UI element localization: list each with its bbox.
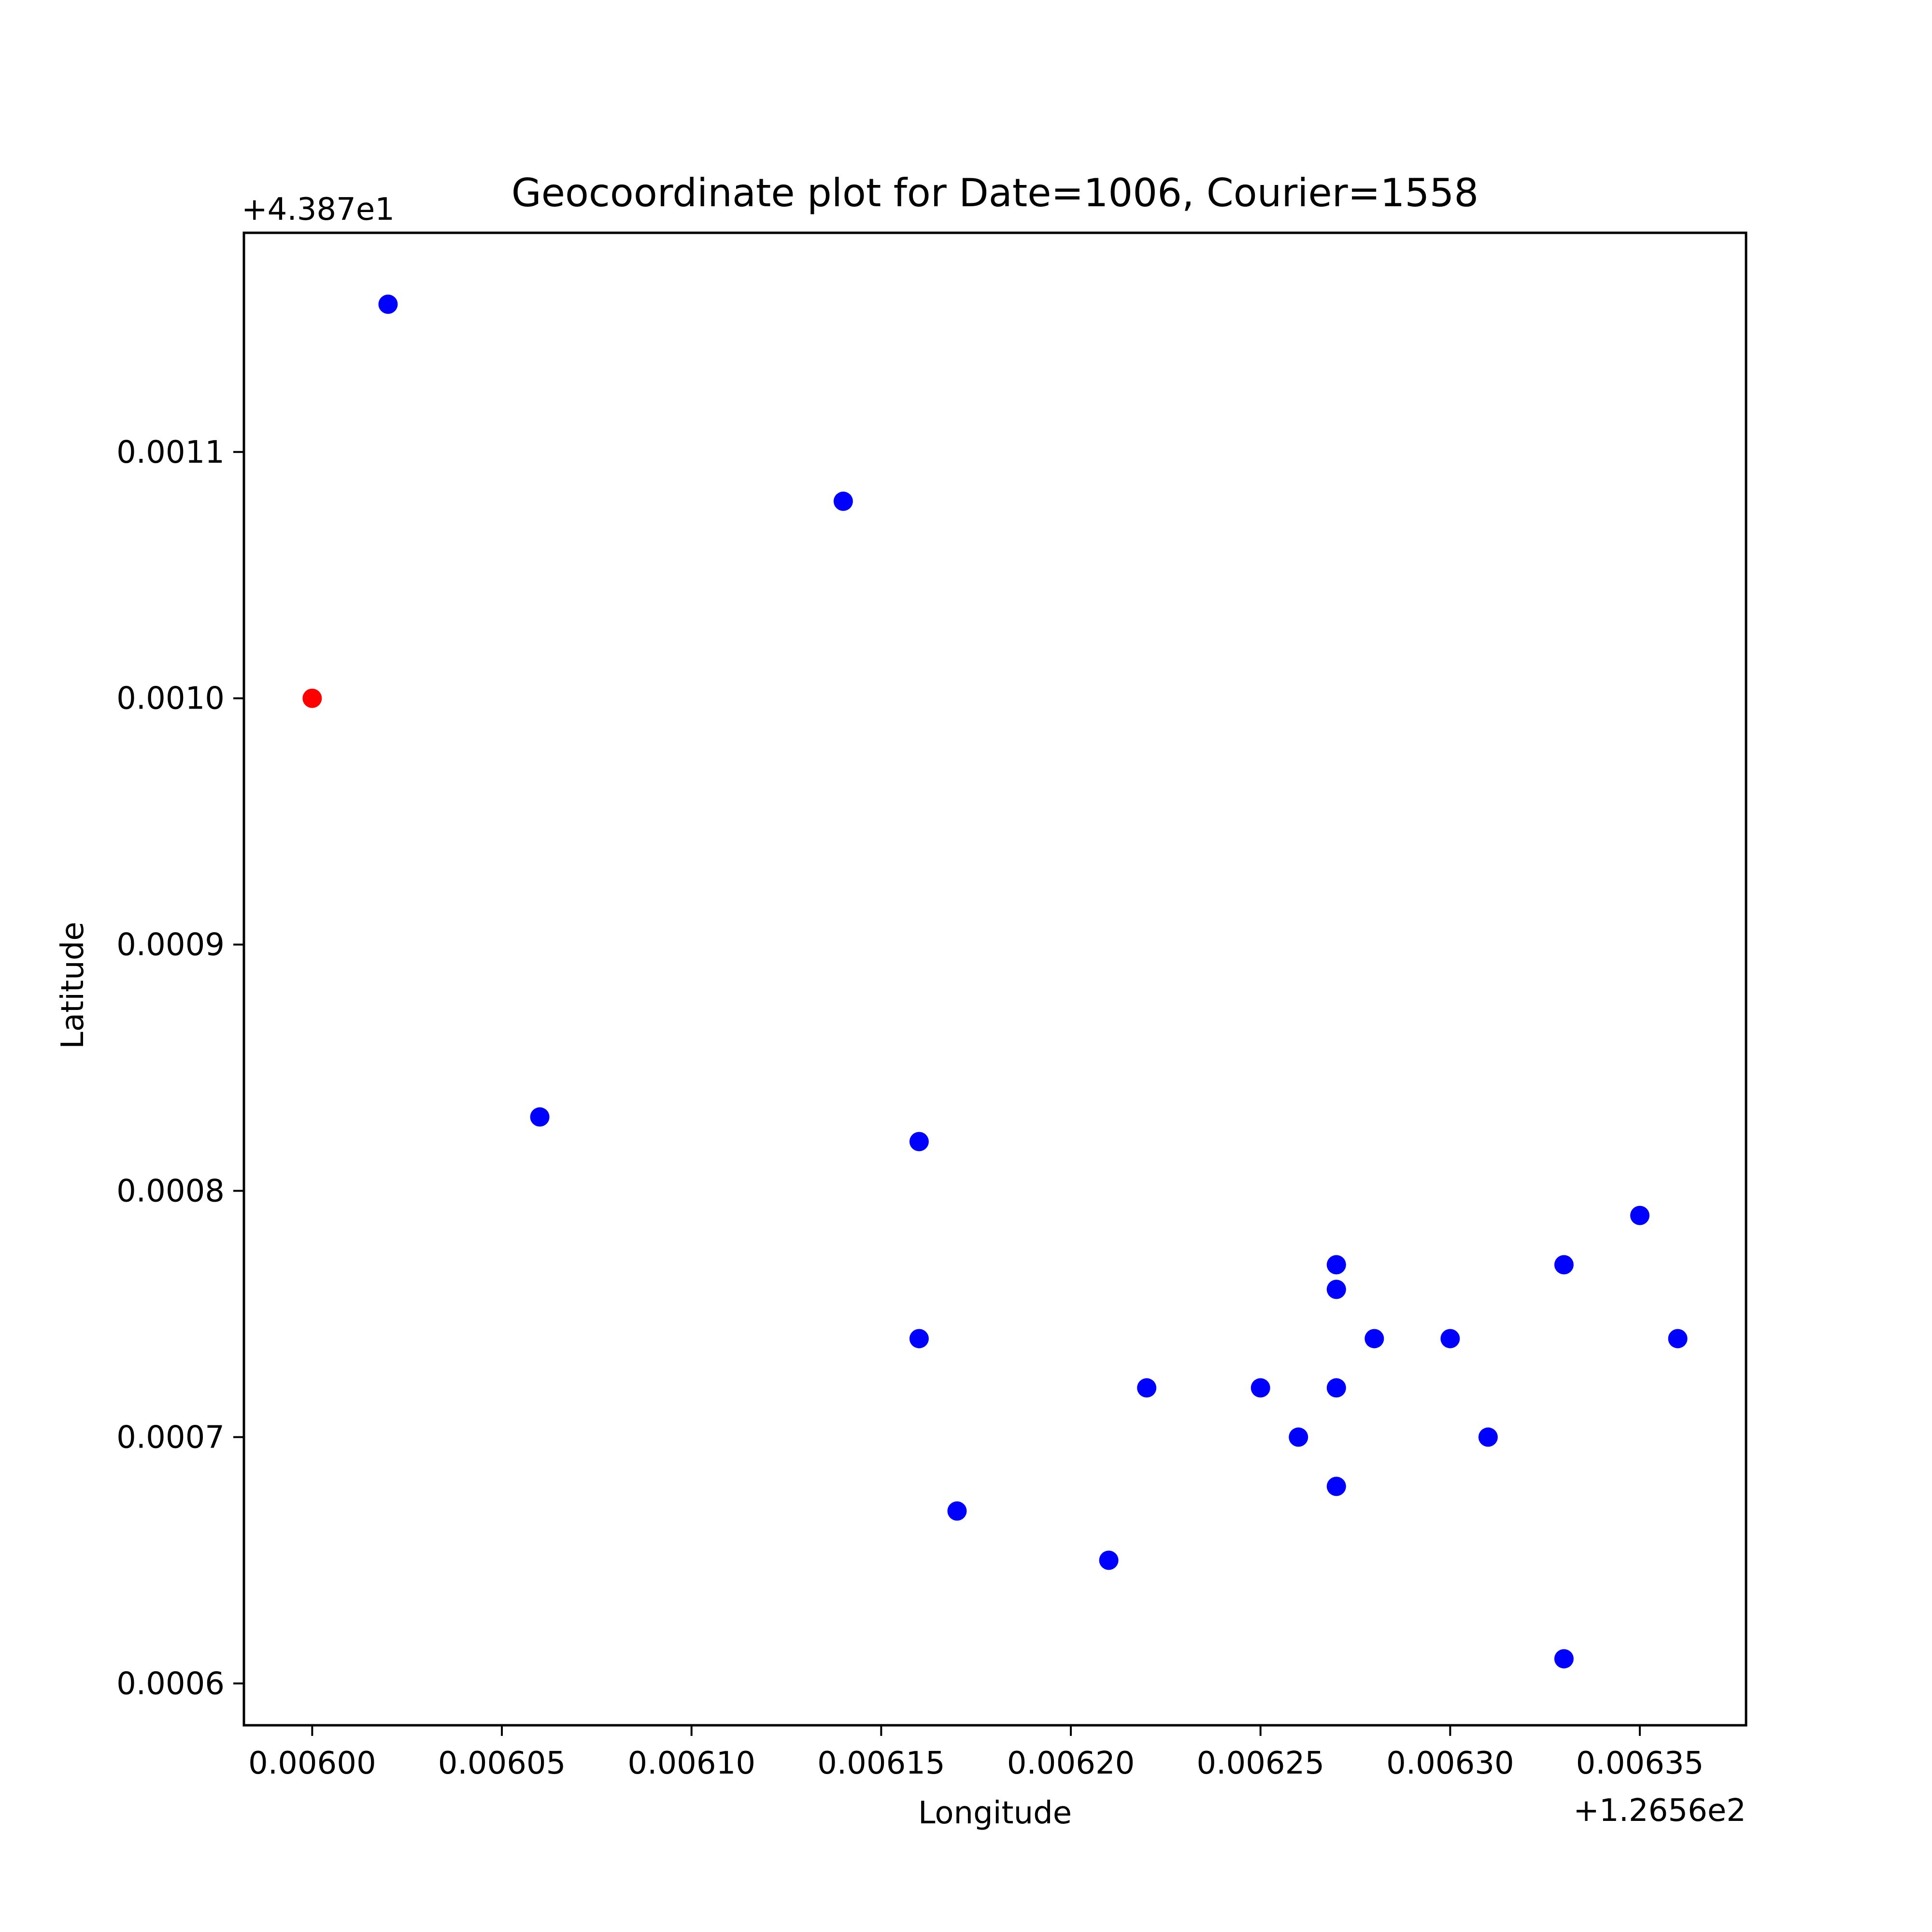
y-offset-label: +4.387e1 (242, 192, 395, 227)
x-tick-label: 0.00610 (627, 1746, 755, 1781)
data-point (909, 1132, 929, 1151)
x-offset-label: +1.2656e2 (1573, 1793, 1746, 1829)
data-point (1478, 1427, 1498, 1447)
chart-title: Geocoordinate plot for Date=1006, Courie… (511, 170, 1479, 215)
data-point (302, 688, 322, 708)
x-tick-label: 0.00620 (1007, 1746, 1135, 1781)
y-tick-label: 0.0011 (116, 435, 225, 470)
y-axis-ticks: 0.0006 0.0007 0.0008 0.0009 0.0010 0.0011 (116, 435, 244, 1702)
y-tick-label: 0.0010 (116, 681, 225, 717)
data-point (530, 1107, 550, 1127)
data-point (1326, 1279, 1346, 1299)
data-point (1364, 1329, 1384, 1349)
data-point (1250, 1378, 1270, 1398)
data-point (1440, 1329, 1460, 1349)
y-tick-label: 0.0007 (116, 1420, 225, 1455)
x-axis-ticks: 0.00600 0.00605 0.00610 0.00615 0.00620 0.006… (248, 1725, 1704, 1781)
data-points (302, 294, 1688, 1669)
data-point (1554, 1255, 1574, 1275)
data-point (909, 1329, 929, 1349)
plot-area-frame (242, 231, 1747, 1727)
y-axis-label: Latitude (55, 922, 91, 1049)
x-axis-label: Longitude (918, 1795, 1072, 1831)
data-point (1668, 1329, 1688, 1349)
x-tick-label: 0.00630 (1386, 1746, 1514, 1781)
data-point (378, 294, 398, 314)
data-point (833, 491, 853, 511)
x-tick-label: 0.00625 (1196, 1746, 1324, 1781)
y-tick-label: 0.0008 (116, 1174, 225, 1209)
data-point (1137, 1378, 1157, 1398)
x-tick-label: 0.00600 (248, 1746, 376, 1781)
data-point (1326, 1477, 1346, 1496)
y-tick-label: 0.0009 (116, 927, 225, 963)
data-point (1326, 1378, 1346, 1398)
x-tick-label: 0.00615 (817, 1746, 945, 1781)
data-point (1326, 1255, 1346, 1275)
data-point (1099, 1550, 1119, 1570)
x-tick-label: 0.00635 (1576, 1746, 1704, 1781)
data-point (1554, 1649, 1574, 1669)
x-tick-label: 0.00605 (438, 1746, 566, 1781)
data-point (1630, 1206, 1650, 1225)
data-point (1289, 1427, 1308, 1447)
data-point (947, 1501, 967, 1521)
y-tick-label: 0.0006 (116, 1666, 225, 1702)
